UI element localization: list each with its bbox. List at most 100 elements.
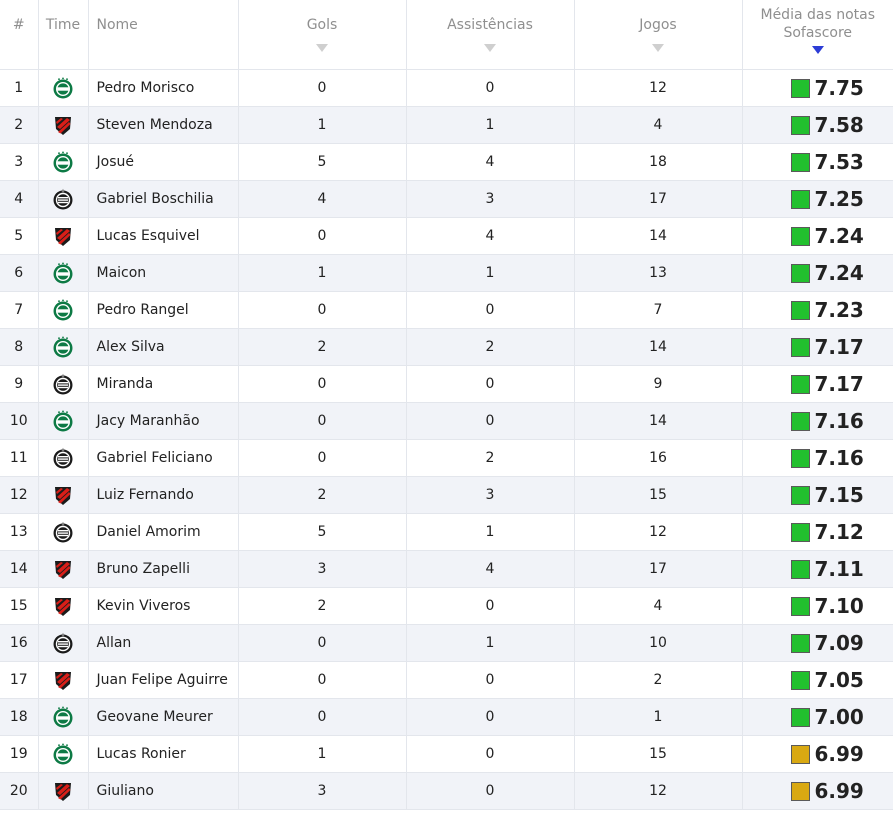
table-row-17[interactable]: 17 Juan Felipe Aguirre 0 0 2 7.05	[0, 661, 893, 699]
team-cell[interactable]	[38, 550, 89, 588]
table-row-12[interactable]: 12 Luiz Fernando 2 3 15 7.15	[0, 476, 893, 514]
player-name[interactable]: Josué	[88, 143, 239, 181]
table-row-18[interactable]: 18 Geovane Meurer 0 0 1 7.00	[0, 698, 893, 736]
team-cell[interactable]	[38, 402, 89, 440]
player-name[interactable]: Alex Silva	[88, 328, 239, 366]
player-name[interactable]: Allan	[88, 624, 239, 662]
team-cell[interactable]	[38, 328, 89, 366]
athletico-crest-icon[interactable]	[52, 558, 74, 580]
player-name[interactable]: Lucas Esquivel	[88, 217, 239, 255]
athletico-crest-icon[interactable]	[52, 225, 74, 247]
team-cell[interactable]	[38, 217, 89, 255]
col-header-games-label[interactable]: Jogos	[639, 17, 677, 33]
team-cell[interactable]	[38, 69, 89, 107]
athletico-crest-icon[interactable]	[52, 114, 74, 136]
col-header-goals-label[interactable]: Gols	[306, 17, 338, 33]
team-cell[interactable]	[38, 735, 89, 773]
rating-color-box	[790, 522, 810, 542]
player-name[interactable]: Geovane Meurer	[88, 698, 239, 736]
team-cell[interactable]	[38, 476, 89, 514]
team-cell[interactable]	[38, 439, 89, 477]
player-name[interactable]: Kevin Viveros	[88, 587, 239, 625]
operario-crest-icon[interactable]	[52, 447, 74, 469]
team-cell[interactable]	[38, 180, 89, 218]
table-row-4[interactable]: 4 Gabriel Boschilia 4 3 17 7.25	[0, 180, 893, 218]
rank-cell: 10	[0, 402, 39, 440]
table-row-20[interactable]: 20 Giuliano 3 0 12 6.99	[0, 772, 893, 810]
team-cell[interactable]	[38, 698, 89, 736]
athletico-crest-icon[interactable]	[52, 595, 74, 617]
table-row-15[interactable]: 15 Kevin Viveros 2 0 4 7.10	[0, 587, 893, 625]
col-header-rating-label-line2[interactable]: Sofascore	[783, 25, 853, 41]
team-cell[interactable]	[38, 624, 89, 662]
table-row-19[interactable]: 19 Lucas Ronier 1 0 15 6.99	[0, 735, 893, 773]
team-cell[interactable]	[38, 291, 89, 329]
table-row-7[interactable]: 7 Pedro Rangel 0 0 7 7.23	[0, 291, 893, 329]
sort-arrow-down-icon[interactable]	[484, 44, 496, 52]
team-cell[interactable]	[38, 106, 89, 144]
games-cell: 17	[574, 550, 743, 588]
coritiba-crest-icon[interactable]	[52, 336, 74, 358]
table-row-9[interactable]: 9 Miranda 0 0 9 7.17	[0, 365, 893, 403]
athletico-crest-icon[interactable]	[52, 780, 74, 802]
table-row-5[interactable]: 5 Lucas Esquivel 0 4 14 7.24	[0, 217, 893, 255]
games-cell: 14	[574, 217, 743, 255]
games-cell: 1	[574, 698, 743, 736]
player-name[interactable]: Lucas Ronier	[88, 735, 239, 773]
sort-arrow-down-icon[interactable]	[316, 44, 328, 52]
coritiba-crest-icon[interactable]	[52, 410, 74, 432]
games-cell: 4	[574, 587, 743, 625]
team-cell[interactable]	[38, 143, 89, 181]
col-header-rating-label-line1[interactable]: Média das notas	[760, 7, 875, 23]
player-name[interactable]: Pedro Morisco	[88, 69, 239, 107]
player-name[interactable]: Gabriel Boschilia	[88, 180, 239, 218]
player-name[interactable]: Maicon	[88, 254, 239, 292]
operario-crest-icon[interactable]	[52, 188, 74, 210]
coritiba-crest-icon[interactable]	[52, 299, 74, 321]
player-name[interactable]: Giuliano	[88, 772, 239, 810]
col-header-rating[interactable]: Média das notas Sofascore	[742, 0, 893, 70]
player-name[interactable]: Miranda	[88, 365, 239, 403]
operario-crest-icon[interactable]	[52, 373, 74, 395]
coritiba-crest-icon[interactable]	[52, 743, 74, 765]
table-row-6[interactable]: 6 Maicon 1 1 13 7.24	[0, 254, 893, 292]
table-row-16[interactable]: 16 Allan 0 1 10 7.09	[0, 624, 893, 662]
team-cell[interactable]	[38, 365, 89, 403]
team-cell[interactable]	[38, 772, 89, 810]
player-name[interactable]: Pedro Rangel	[88, 291, 239, 329]
player-name[interactable]: Gabriel Feliciano	[88, 439, 239, 477]
sort-arrow-down-icon[interactable]	[652, 44, 664, 52]
coritiba-crest-icon[interactable]	[52, 77, 74, 99]
table-row-1[interactable]: 1 Pedro Morisco 0 0 12 7.75	[0, 69, 893, 107]
team-cell[interactable]	[38, 254, 89, 292]
table-row-8[interactable]: 8 Alex Silva 2 2 14 7.17	[0, 328, 893, 366]
col-header-games[interactable]: Jogos	[574, 0, 743, 70]
player-name[interactable]: Jacy Maranhão	[88, 402, 239, 440]
col-header-assists-label[interactable]: Assistências	[447, 17, 533, 33]
rating-value: 7.16	[814, 446, 864, 470]
table-row-13[interactable]: 13 Daniel Amorim 5 1 12 7.12	[0, 513, 893, 551]
coritiba-crest-icon[interactable]	[52, 262, 74, 284]
team-cell[interactable]	[38, 661, 89, 699]
col-header-goals[interactable]: Gols	[238, 0, 407, 70]
table-row-10[interactable]: 10 Jacy Maranhão 0 0 14 7.16	[0, 402, 893, 440]
athletico-crest-icon[interactable]	[52, 484, 74, 506]
operario-crest-icon[interactable]	[52, 521, 74, 543]
coritiba-crest-icon[interactable]	[52, 706, 74, 728]
player-name[interactable]: Bruno Zapelli	[88, 550, 239, 588]
team-cell[interactable]	[38, 587, 89, 625]
operario-crest-icon[interactable]	[52, 632, 74, 654]
player-name[interactable]: Steven Mendoza	[88, 106, 239, 144]
table-row-11[interactable]: 11 Gabriel Feliciano 0 2 16 7.16	[0, 439, 893, 477]
player-name[interactable]: Luiz Fernando	[88, 476, 239, 514]
table-row-2[interactable]: 2 Steven Mendoza 1 1 4 7.58	[0, 106, 893, 144]
player-name[interactable]: Juan Felipe Aguirre	[88, 661, 239, 699]
table-row-3[interactable]: 3 Josué 5 4 18 7.53	[0, 143, 893, 181]
col-header-assists[interactable]: Assistências	[406, 0, 575, 70]
team-cell[interactable]	[38, 513, 89, 551]
player-name[interactable]: Daniel Amorim	[88, 513, 239, 551]
table-row-14[interactable]: 14 Bruno Zapelli 3 4 17 7.11	[0, 550, 893, 588]
coritiba-crest-icon[interactable]	[52, 151, 74, 173]
sort-arrow-active-icon[interactable]	[811, 46, 824, 54]
athletico-crest-icon[interactable]	[52, 669, 74, 691]
